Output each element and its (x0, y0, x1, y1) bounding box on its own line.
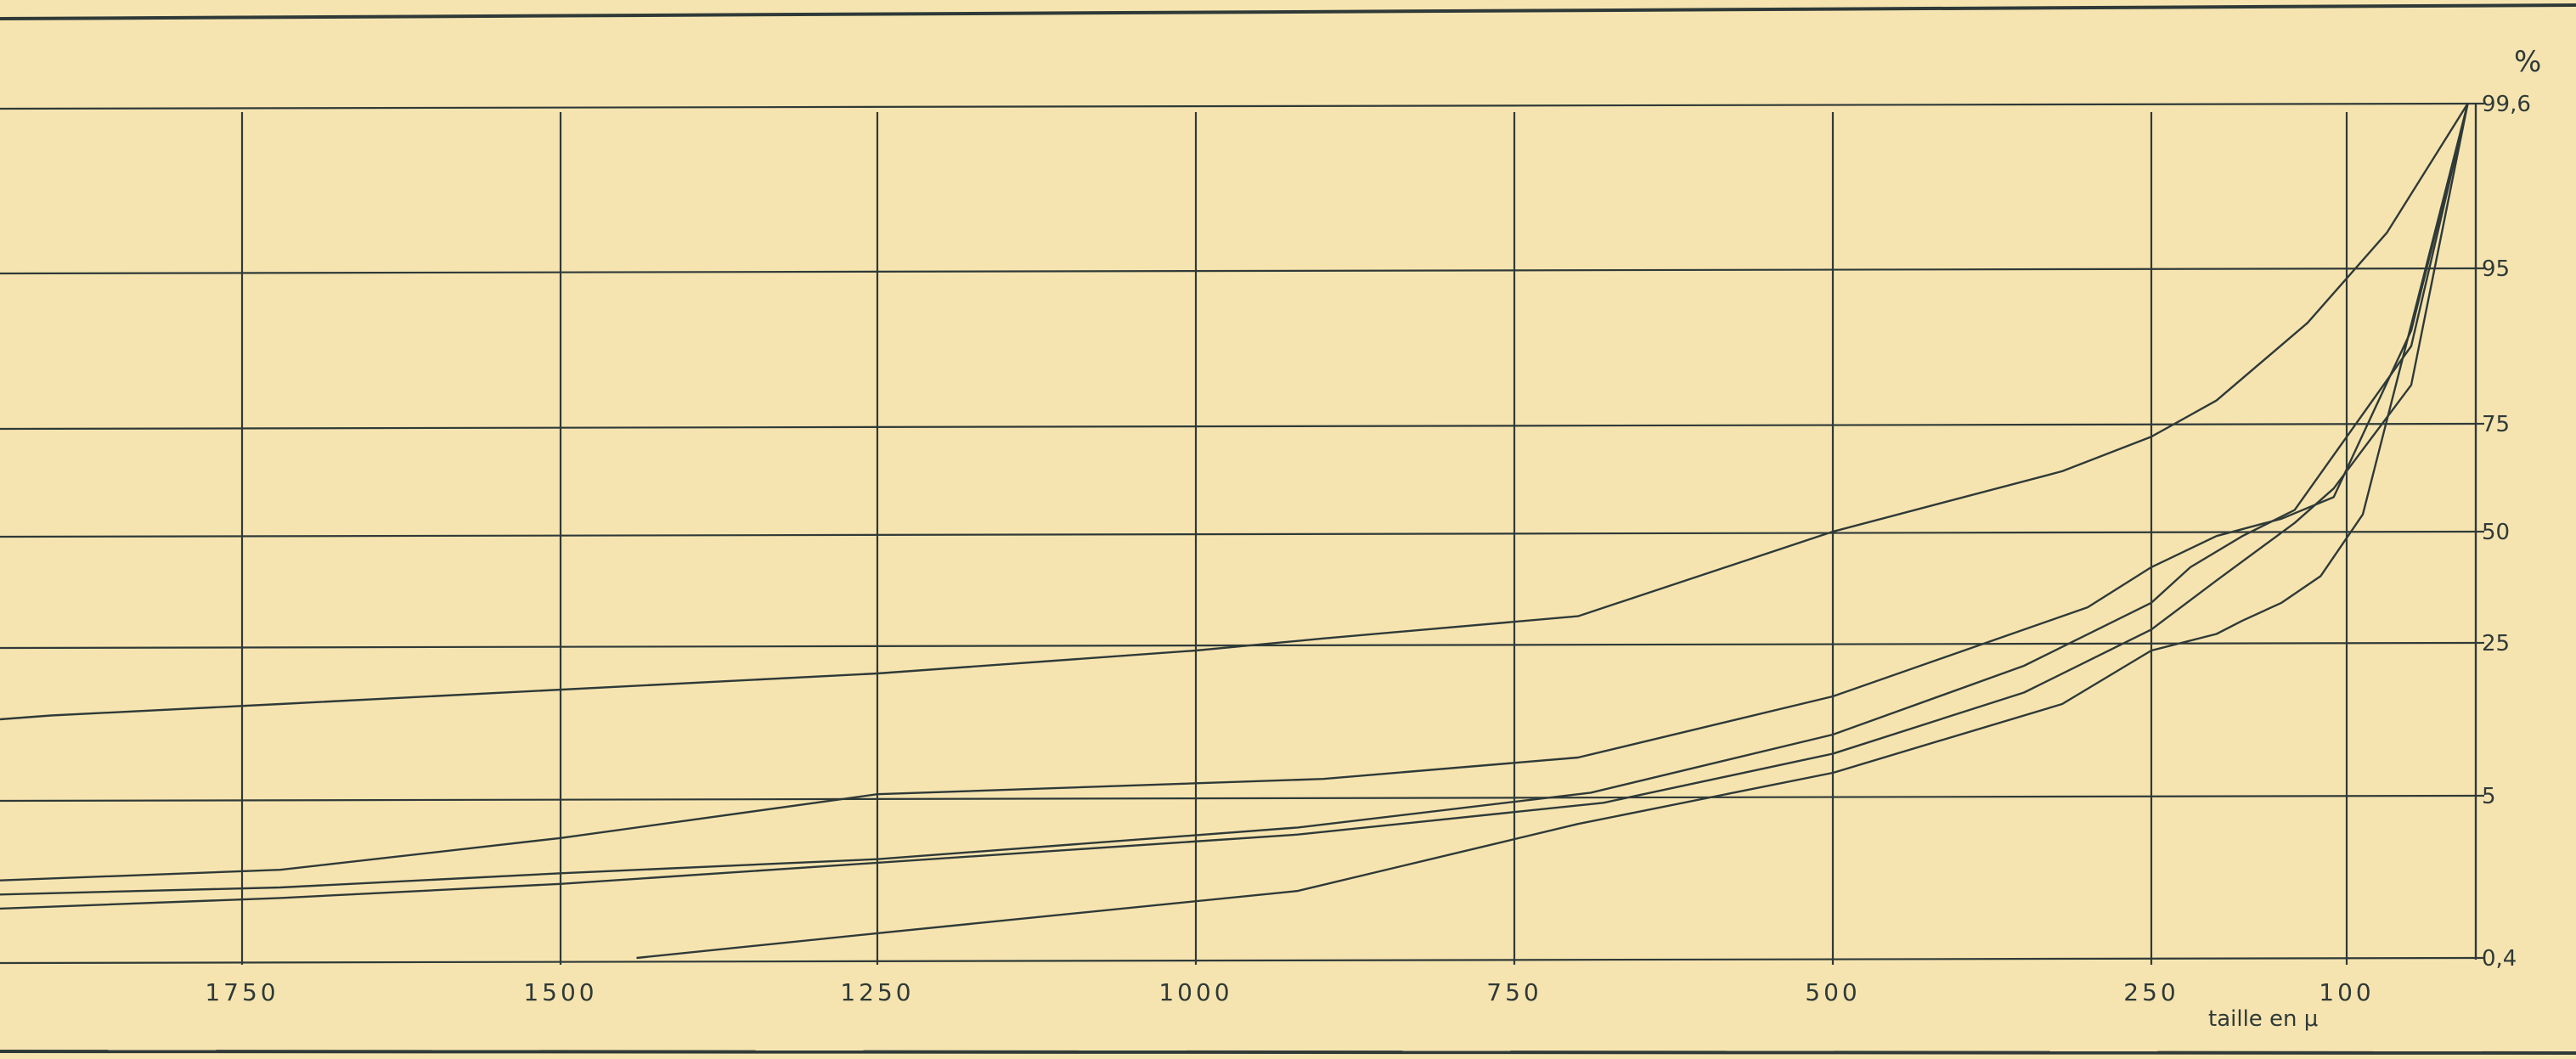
y-gridline-99-6 (0, 102, 2477, 110)
bottom-border (0, 1050, 2576, 1055)
y-gridline-0-4 (0, 956, 2477, 965)
x-tick-label-1000: 1000 (1158, 978, 1232, 1006)
series-line-1 (0, 103, 2469, 721)
series-line-2 (0, 103, 2469, 882)
x-tick-label-1750: 1750 (205, 978, 279, 1006)
y-gridline-50 (0, 530, 2477, 538)
grid-layer (0, 102, 2484, 965)
x-tick-label-250: 250 (2123, 978, 2179, 1006)
top-border (0, 3, 2576, 20)
y-tick-label-75: 75 (2482, 412, 2510, 437)
series-line-4 (0, 103, 2469, 910)
y-axis-label: % (2514, 45, 2541, 79)
x-tick-label-1500: 1500 (523, 978, 597, 1006)
series-line-3 (0, 103, 2469, 896)
y-gridline-75 (0, 422, 2477, 431)
y-gridline-5 (0, 794, 2477, 803)
y-tick-label-95: 95 (2482, 256, 2510, 282)
y-tick-label-5: 5 (2482, 784, 2496, 809)
x-axis-label: taille en μ (2208, 1006, 2318, 1032)
y-gridline-25 (0, 641, 2477, 650)
x-tick-label-500: 500 (1805, 978, 1860, 1006)
series-layer (0, 103, 2469, 960)
y-tick-label-99-6: 99,6 (2482, 92, 2531, 117)
y-tick-label-25: 25 (2482, 631, 2510, 656)
series-line-5 (636, 103, 2469, 960)
x-tick-label-100: 100 (2319, 978, 2374, 1006)
x-tick-label-750: 750 (1486, 978, 1542, 1006)
y-gridline-95 (0, 267, 2477, 275)
x-tick-label-1250: 1250 (840, 978, 914, 1006)
label-layer: taille en μ % 1750 1500 1250 1000 750 500 250 1… (205, 45, 2541, 1032)
y-tick-label-50: 50 (2482, 520, 2510, 545)
y-tick-label-0-4: 0,4 (2482, 946, 2517, 972)
